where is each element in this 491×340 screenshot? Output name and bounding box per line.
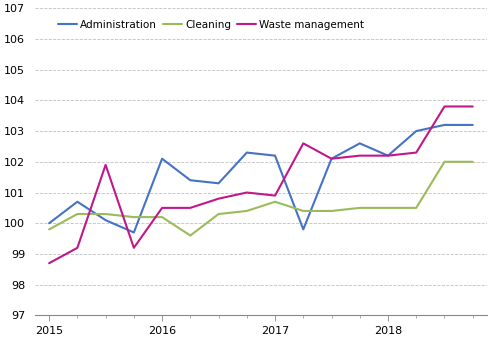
Cleaning	[103, 212, 109, 216]
Cleaning	[75, 212, 81, 216]
Waste management	[328, 157, 334, 161]
Cleaning	[244, 209, 250, 213]
Waste management	[103, 163, 109, 167]
Administration	[413, 129, 419, 133]
Administration	[441, 123, 447, 127]
Waste management	[244, 190, 250, 194]
Cleaning	[272, 200, 278, 204]
Administration	[328, 157, 334, 161]
Administration	[46, 221, 52, 225]
Cleaning	[357, 206, 363, 210]
Line: Waste management: Waste management	[49, 106, 473, 263]
Cleaning	[413, 206, 419, 210]
Line: Administration: Administration	[49, 125, 473, 233]
Cleaning	[385, 206, 391, 210]
Administration	[159, 157, 165, 161]
Administration	[357, 141, 363, 146]
Cleaning	[328, 209, 334, 213]
Waste management	[131, 246, 137, 250]
Administration	[103, 218, 109, 222]
Line: Cleaning: Cleaning	[49, 162, 473, 236]
Administration	[272, 154, 278, 158]
Waste management	[357, 154, 363, 158]
Administration	[300, 227, 306, 232]
Administration	[244, 151, 250, 155]
Waste management	[441, 104, 447, 108]
Waste management	[272, 193, 278, 198]
Cleaning	[188, 234, 193, 238]
Waste management	[300, 141, 306, 146]
Cleaning	[159, 215, 165, 219]
Administration	[188, 178, 193, 182]
Administration	[470, 123, 476, 127]
Waste management	[188, 206, 193, 210]
Administration	[75, 200, 81, 204]
Cleaning	[441, 160, 447, 164]
Waste management	[75, 246, 81, 250]
Cleaning	[300, 209, 306, 213]
Cleaning	[216, 212, 221, 216]
Administration	[385, 154, 391, 158]
Waste management	[385, 154, 391, 158]
Cleaning	[131, 215, 137, 219]
Cleaning	[470, 160, 476, 164]
Cleaning	[46, 227, 52, 232]
Legend: Administration, Cleaning, Waste management: Administration, Cleaning, Waste manageme…	[58, 19, 364, 30]
Waste management	[46, 261, 52, 265]
Waste management	[159, 206, 165, 210]
Administration	[131, 231, 137, 235]
Administration	[216, 181, 221, 185]
Waste management	[216, 197, 221, 201]
Waste management	[413, 151, 419, 155]
Waste management	[470, 104, 476, 108]
